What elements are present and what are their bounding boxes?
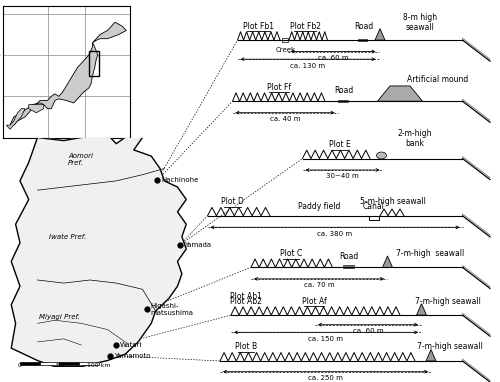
Text: Plot Ab1: Plot Ab1 (230, 291, 262, 301)
Text: Miyagi Pref.: Miyagi Pref. (39, 314, 80, 320)
Polygon shape (375, 29, 385, 40)
Ellipse shape (376, 152, 386, 159)
Text: Plot Ff: Plot Ff (267, 83, 291, 92)
Text: ca. 60 m: ca. 60 m (318, 55, 348, 61)
Text: ca. 250 m: ca. 250 m (308, 375, 343, 381)
Text: Yamada: Yamada (184, 242, 211, 248)
Bar (40, 363, 60, 365)
Text: Higashi-
matsushima: Higashi- matsushima (150, 303, 194, 316)
Text: Iwate Pref.: Iwate Pref. (50, 234, 87, 240)
Polygon shape (10, 43, 98, 125)
Text: 7-m-high seawall: 7-m-high seawall (414, 296, 480, 306)
Text: Paddy field: Paddy field (298, 202, 340, 211)
Bar (358, 39, 366, 41)
Bar (20, 363, 40, 365)
Bar (338, 100, 348, 102)
Polygon shape (11, 119, 186, 367)
Polygon shape (382, 256, 392, 267)
Bar (79, 363, 99, 365)
Text: 50: 50 (56, 363, 64, 368)
Text: Creek: Creek (276, 47, 296, 53)
Text: 100 km: 100 km (87, 363, 110, 368)
Text: Yamamoto: Yamamoto (114, 353, 150, 359)
Text: 5-m-high seawall: 5-m-high seawall (360, 197, 426, 206)
Text: 7-m-high  seawall: 7-m-high seawall (396, 249, 464, 258)
Text: Plot B: Plot B (235, 342, 257, 351)
Text: ca. 40 m: ca. 40 m (270, 116, 300, 122)
Text: Plot Ab2: Plot Ab2 (230, 296, 262, 306)
Text: Plot D: Plot D (221, 197, 244, 206)
Text: ca. 60 m: ca. 60 m (352, 328, 384, 334)
Text: Hachinohe: Hachinohe (161, 177, 198, 183)
Text: 30~40 m: 30~40 m (326, 173, 359, 180)
Polygon shape (378, 86, 422, 101)
Polygon shape (92, 22, 126, 43)
Text: ca. 380 m: ca. 380 m (318, 231, 352, 237)
Bar (343, 265, 354, 268)
Text: Artificial mound: Artificial mound (407, 75, 468, 84)
Polygon shape (416, 304, 426, 315)
Text: Aomori
Pref.: Aomori Pref. (68, 153, 93, 166)
Text: Plot Fb2: Plot Fb2 (290, 21, 320, 31)
Polygon shape (426, 350, 436, 361)
Text: Road: Road (354, 21, 373, 31)
Text: Plot E: Plot E (329, 140, 351, 149)
Text: 2-m-high
bank: 2-m-high bank (398, 129, 432, 148)
Text: Canal: Canal (363, 202, 385, 211)
Text: ca. 130 m: ca. 130 m (290, 63, 326, 69)
Text: 8-m high
seawall: 8-m high seawall (403, 13, 437, 32)
Text: Plot Af: Plot Af (302, 296, 326, 306)
Polygon shape (29, 105, 44, 113)
Text: Plot Fb1: Plot Fb1 (243, 21, 274, 31)
Polygon shape (6, 109, 25, 129)
Text: Road: Road (334, 86, 353, 95)
Text: 7-m-high seawall: 7-m-high seawall (417, 342, 483, 351)
Text: ca. 70 m: ca. 70 m (304, 282, 334, 288)
Bar (89, 51, 99, 76)
Text: ca. 150 m: ca. 150 m (308, 336, 344, 342)
Text: 0: 0 (18, 363, 22, 368)
Bar (282, 38, 288, 42)
Bar (60, 363, 79, 365)
Text: Road: Road (339, 252, 358, 261)
Text: Plot C: Plot C (280, 249, 302, 258)
Text: Watari: Watari (120, 342, 142, 348)
